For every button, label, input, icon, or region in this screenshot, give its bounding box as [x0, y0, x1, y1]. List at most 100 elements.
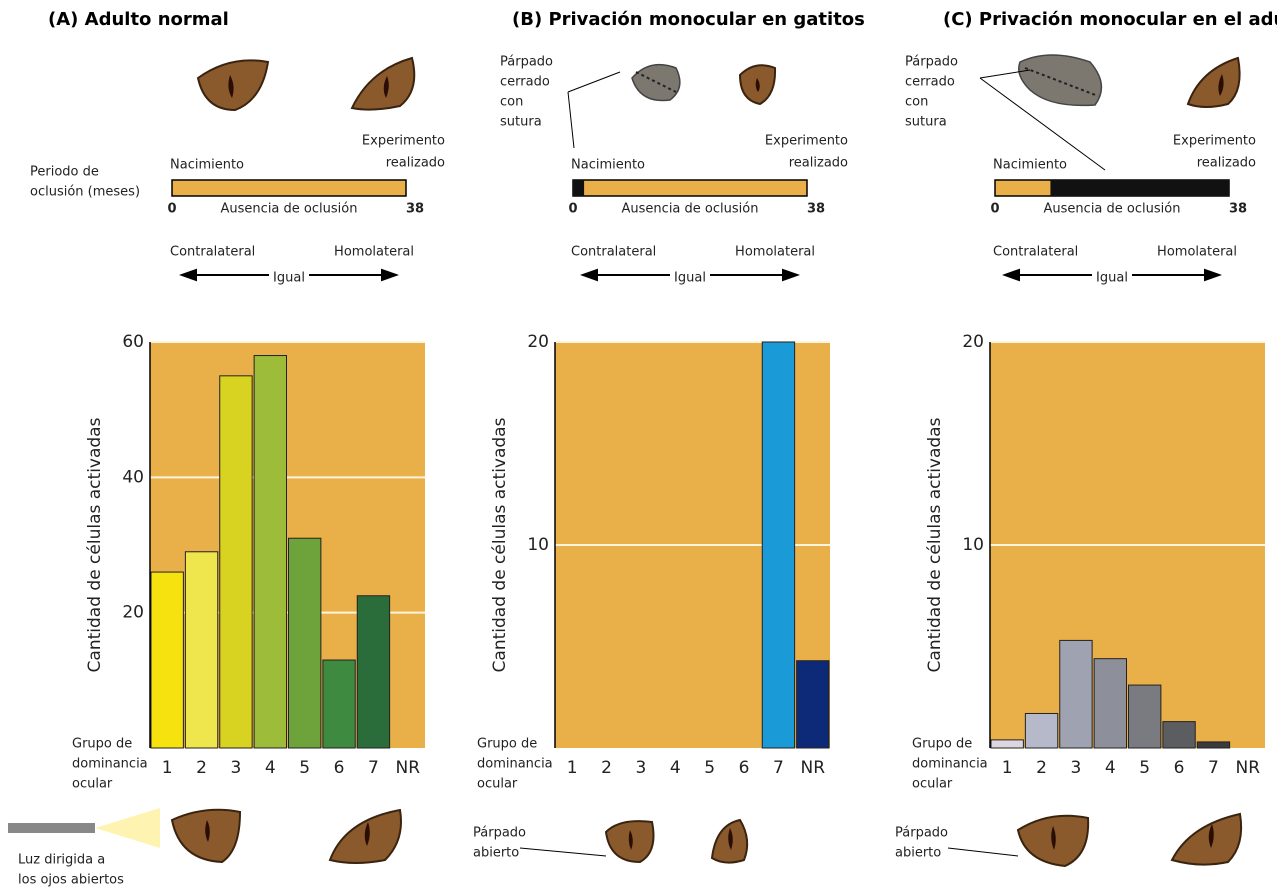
bar	[1094, 659, 1126, 748]
bar	[357, 596, 389, 748]
occlusion-tick: 0	[167, 202, 176, 217]
lid-closed-note: con	[500, 95, 523, 110]
experiment-label: realizado	[789, 156, 848, 171]
x-tick-label: 2	[196, 758, 207, 778]
arrow-left	[1005, 270, 1092, 280]
x-tick-label: 2	[1036, 758, 1047, 778]
lid-closed-note: cerrado	[500, 75, 550, 90]
contralateral-label: Contralateral	[170, 245, 255, 260]
x-tick-label: 3	[231, 758, 242, 778]
occlusion-axis-label: oclusión (meses)	[30, 185, 140, 200]
occlusion-bar	[172, 180, 406, 196]
bar	[1025, 713, 1057, 748]
x-tick-label: 2	[601, 758, 612, 778]
bar	[254, 356, 286, 748]
x-axis-label: dominancia	[912, 757, 988, 772]
arrow-right	[710, 270, 797, 280]
homolateral-label: Homolateral	[1157, 245, 1237, 260]
x-axis-label: Grupo de	[477, 737, 537, 752]
occlusion-closed	[1050, 180, 1229, 196]
lid-closed-note: con	[905, 95, 928, 110]
bar	[289, 538, 321, 748]
bar	[797, 661, 829, 748]
occlusion-tick: 38	[406, 202, 424, 217]
y-tick-label: 10	[527, 535, 549, 555]
x-tick-label: 1	[1002, 758, 1013, 778]
x-tick-label: 3	[636, 758, 647, 778]
bar	[1129, 685, 1161, 748]
contralateral-label: Contralateral	[993, 245, 1078, 260]
y-tick-label: 40	[122, 467, 144, 487]
y-axis-label: Cantidad de células activadas	[925, 417, 945, 672]
lid-closed-note: Párpado	[500, 55, 553, 70]
occlusion-tick: 0	[990, 202, 999, 217]
bottom-note: Párpado	[473, 826, 526, 841]
y-tick-label: 60	[122, 332, 144, 352]
bar	[1060, 640, 1092, 748]
y-tick-label: 20	[527, 332, 549, 352]
bar	[1197, 742, 1229, 748]
arrow-right	[1132, 270, 1219, 280]
occlusion-tick: 0	[568, 202, 577, 217]
bar	[1163, 722, 1195, 748]
y-tick-label: 20	[962, 332, 984, 352]
bar	[762, 342, 794, 748]
y-tick-label: 10	[962, 535, 984, 555]
experiment-label: realizado	[386, 156, 445, 171]
occlusion-tick: 38	[807, 202, 825, 217]
contralateral-label: Contralateral	[571, 245, 656, 260]
x-tick-label: NR	[396, 758, 421, 778]
bottom-note: Luz dirigida a	[18, 853, 105, 868]
equal-label: Igual	[273, 271, 305, 286]
x-tick-label: 4	[1105, 758, 1116, 778]
x-tick-label: 5	[299, 758, 310, 778]
x-tick-label: 7	[773, 758, 784, 778]
bar	[991, 740, 1023, 748]
y-axis-label: Cantidad de células activadas	[490, 417, 510, 672]
bar	[151, 572, 183, 748]
x-tick-label: 5	[704, 758, 715, 778]
panel-title: (A) Adulto normal	[48, 9, 229, 30]
figure: 2040601234567NRCantidad de células activ…	[0, 0, 1277, 889]
x-tick-label: NR	[801, 758, 826, 778]
x-tick-label: 6	[1174, 758, 1185, 778]
experiment-label: Experimento	[362, 134, 445, 149]
occlusion-bar	[573, 180, 807, 196]
x-tick-label: 7	[1208, 758, 1219, 778]
experiment-label: Experimento	[1173, 134, 1256, 149]
lid-closed-note: sutura	[500, 115, 542, 130]
bottom-note: abierto	[895, 846, 941, 861]
panel-title: (C) Privación monocular en el adulto	[943, 9, 1277, 30]
x-tick-label: 6	[334, 758, 345, 778]
lid-closed-note: Párpado	[905, 55, 958, 70]
bottom-note: abierto	[473, 846, 519, 861]
lid-closed-note: cerrado	[905, 75, 955, 90]
x-axis-label: dominancia	[477, 757, 553, 772]
homolateral-label: Homolateral	[334, 245, 414, 260]
bottom-note: Párpado	[895, 826, 948, 841]
x-tick-label: NR	[1236, 758, 1261, 778]
birth-label: Nacimiento	[571, 158, 645, 173]
arrow-left	[583, 270, 670, 280]
x-axis-label: ocular	[912, 777, 953, 792]
x-tick-label: 5	[1139, 758, 1150, 778]
x-tick-label: 4	[670, 758, 681, 778]
x-tick-label: 7	[368, 758, 379, 778]
occlusion-axis-label: Periodo de	[30, 165, 99, 180]
arrow-right	[309, 270, 396, 280]
equal-label: Igual	[674, 271, 706, 286]
x-tick-label: 3	[1071, 758, 1082, 778]
x-axis-label: Grupo de	[72, 737, 132, 752]
lid-closed-note: sutura	[905, 115, 947, 130]
experiment-label: realizado	[1197, 156, 1256, 171]
y-axis-label: Cantidad de células activadas	[85, 417, 105, 672]
x-axis-label: dominancia	[72, 757, 148, 772]
bottom-note: los ojos abiertos	[18, 873, 124, 888]
bar	[220, 376, 252, 748]
x-tick-label: 1	[162, 758, 173, 778]
occlusion-closed	[573, 180, 584, 196]
x-axis-label: Grupo de	[912, 737, 972, 752]
occlusion-tick: 38	[1229, 202, 1247, 217]
bar	[185, 552, 217, 748]
arrow-left	[182, 270, 269, 280]
